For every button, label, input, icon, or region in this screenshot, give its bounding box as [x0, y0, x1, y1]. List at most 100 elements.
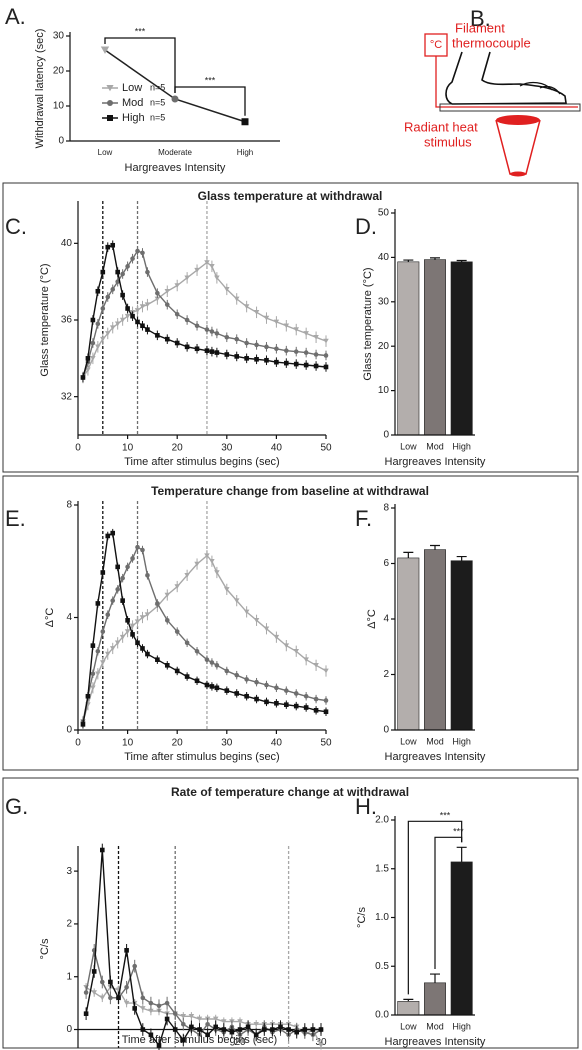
- bar: [424, 549, 446, 731]
- marker: [254, 679, 259, 685]
- marker: [114, 640, 121, 646]
- marker: [209, 264, 215, 269]
- panel-label: H.: [355, 794, 377, 819]
- marker: [140, 323, 145, 329]
- marker: [264, 699, 269, 705]
- error-bar: [430, 973, 440, 983]
- y-tick-label: 32: [61, 391, 73, 402]
- x-tick-label: Mod: [426, 736, 444, 746]
- x-tick-label: Low: [400, 441, 417, 451]
- marker: [293, 349, 299, 354]
- x-tick-label: High: [452, 736, 471, 746]
- marker: [90, 340, 96, 346]
- marker: [130, 556, 135, 561]
- x-tick-label: High: [237, 148, 253, 157]
- marker: [115, 269, 120, 275]
- marker: [274, 700, 279, 706]
- marker: [120, 598, 125, 603]
- marker: [107, 100, 113, 106]
- marker: [135, 640, 140, 646]
- marker: [90, 643, 96, 648]
- marker: [284, 348, 289, 353]
- marker: [244, 356, 249, 361]
- marker: [100, 269, 106, 275]
- marker: [100, 306, 106, 311]
- marker: [90, 685, 96, 691]
- marker: [181, 1021, 186, 1027]
- marker: [284, 360, 289, 366]
- marker: [196, 1016, 203, 1022]
- marker: [264, 357, 269, 363]
- x-tick-label: 50: [320, 443, 332, 454]
- series-line: [82, 546, 327, 722]
- marker: [140, 250, 145, 256]
- marker: [313, 663, 319, 668]
- bar: [450, 261, 473, 436]
- x-tick-label: Mod: [426, 1021, 444, 1031]
- marker: [91, 969, 97, 974]
- marker: [205, 1021, 210, 1027]
- marker: [214, 350, 220, 355]
- x-tick-label: 30: [221, 443, 233, 454]
- x-tick-label: 0: [75, 443, 81, 454]
- marker: [180, 1014, 187, 1019]
- marker: [194, 561, 200, 567]
- marker: [148, 1000, 154, 1006]
- marker: [303, 362, 309, 368]
- marker: [274, 685, 279, 691]
- marker: [130, 256, 135, 261]
- marker: [234, 336, 240, 342]
- error-bar: [430, 544, 440, 550]
- y-axis-label: Glass temperature (°C): [362, 267, 374, 380]
- significance-bracket: [174, 86, 246, 116]
- y-tick-label: 40: [61, 238, 73, 249]
- panel-label: D.: [355, 214, 377, 239]
- marker: [184, 344, 190, 350]
- marker: [110, 242, 116, 248]
- bar: [424, 982, 446, 1016]
- marker: [241, 118, 249, 126]
- marker: [145, 269, 150, 275]
- y-axis-label: °C/s: [356, 907, 368, 928]
- marker: [197, 1027, 202, 1032]
- error-bar: [403, 259, 414, 262]
- legend-note: n=5: [150, 97, 165, 107]
- x-tick-label: 10: [122, 738, 134, 749]
- heat-lamp: [510, 171, 526, 177]
- marker: [120, 292, 125, 298]
- marker: [110, 530, 116, 536]
- marker: [125, 618, 130, 623]
- marker: [123, 1000, 130, 1006]
- marker: [204, 682, 210, 688]
- marker: [174, 629, 180, 634]
- marker: [303, 657, 309, 663]
- marker: [214, 570, 220, 576]
- panel-label: A.: [5, 4, 26, 29]
- marker: [233, 296, 240, 302]
- significance-bracket: [434, 836, 463, 970]
- x-axis-label: Time after stimulus begins (sec): [124, 456, 279, 468]
- marker: [184, 640, 190, 646]
- panel-label: E.: [5, 506, 26, 531]
- marker: [293, 703, 299, 709]
- significance-label: ***: [135, 26, 146, 36]
- y-tick-label: 10: [378, 385, 390, 396]
- marker: [214, 275, 220, 281]
- stimulus-label: Radiant heat: [404, 119, 478, 134]
- marker: [181, 1037, 186, 1043]
- error-bar: [403, 551, 414, 558]
- y-tick-label: 0: [383, 725, 389, 736]
- x-axis-label: Time after stimulus begins (sec): [124, 751, 279, 763]
- marker: [323, 338, 329, 344]
- marker: [264, 682, 269, 688]
- marker: [90, 317, 96, 323]
- marker: [124, 313, 131, 319]
- marker: [105, 331, 111, 336]
- marker: [294, 1029, 299, 1035]
- marker: [130, 313, 135, 319]
- marker: [313, 363, 319, 369]
- y-tick-label: 30: [53, 31, 65, 42]
- series-line: [85, 849, 321, 1047]
- marker: [95, 321, 101, 327]
